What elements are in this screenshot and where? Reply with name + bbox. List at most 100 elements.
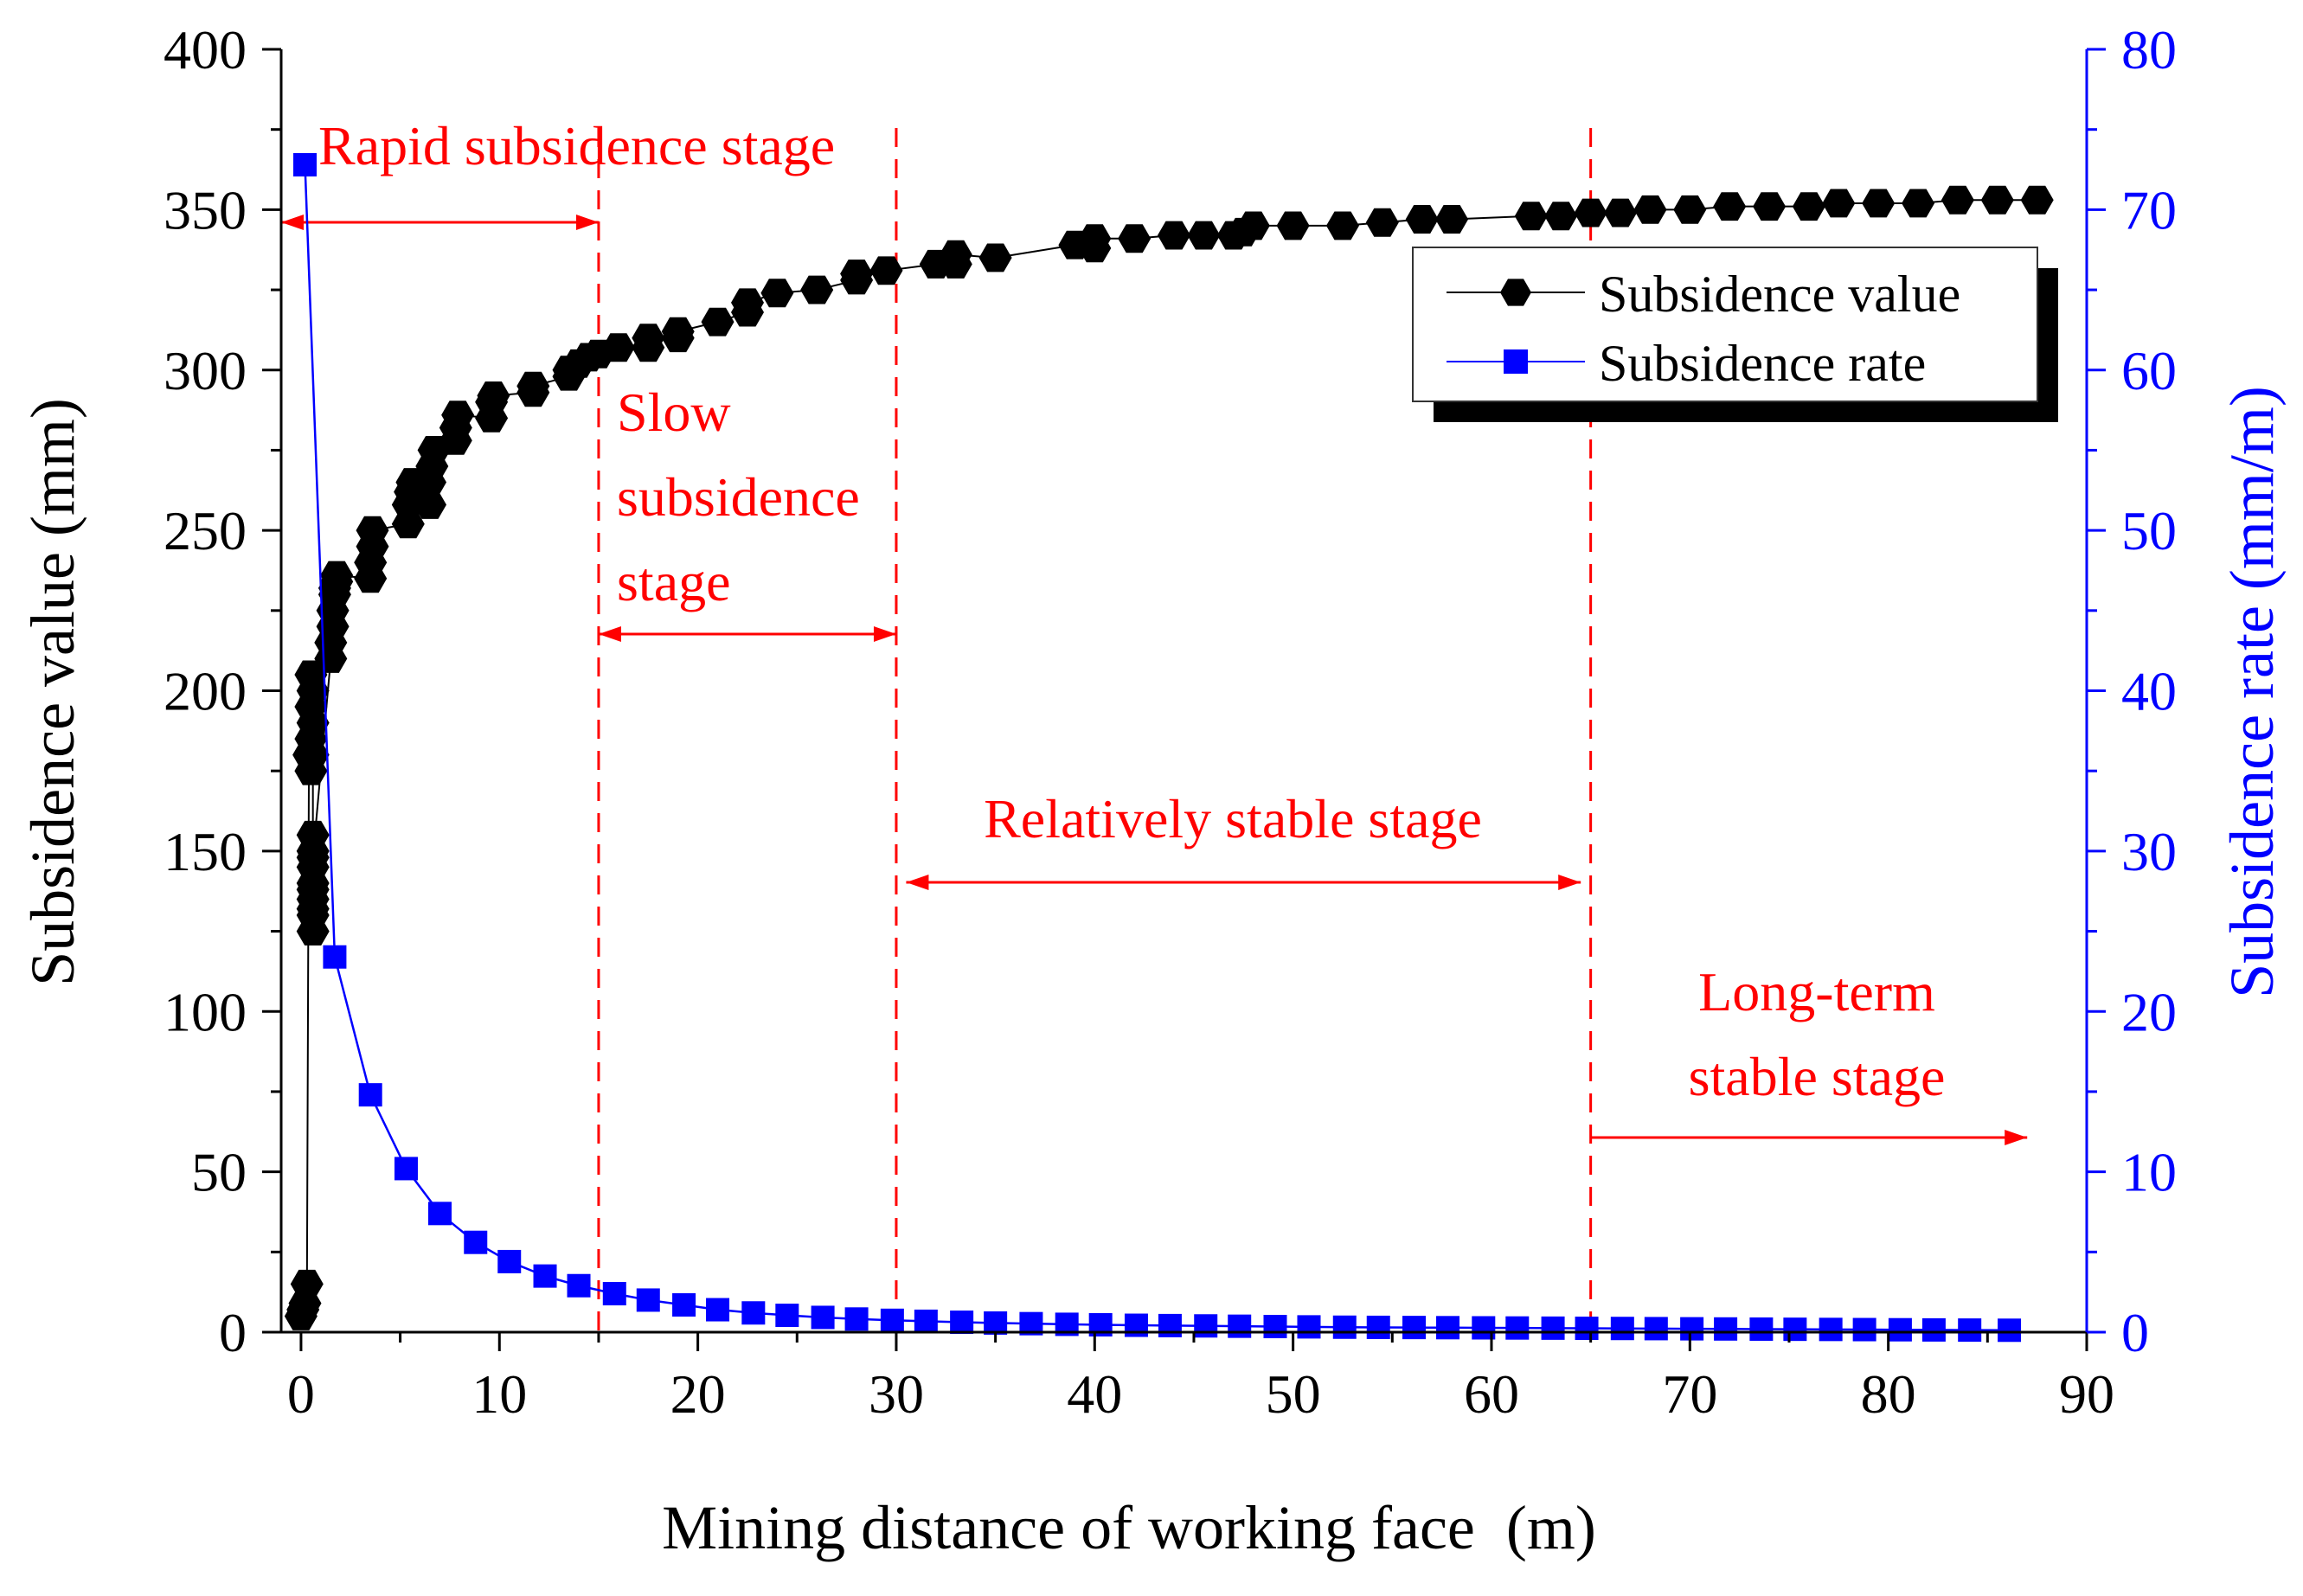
subsidence-value-point	[760, 279, 794, 308]
subsidence-value-point	[1902, 189, 1935, 218]
subsidence-rate-point	[1366, 1315, 1390, 1339]
y-left-tick-label: 200	[164, 661, 247, 722]
subsidence-value-point	[1326, 211, 1359, 240]
subsidence-rate-point	[1680, 1317, 1704, 1341]
y-right-tick-label: 40	[2121, 661, 2177, 722]
subsidence-value-point	[296, 740, 330, 770]
subsidence-rate-point	[984, 1311, 1008, 1335]
y-left-tick-label: 0	[219, 1302, 247, 1363]
y-right-tick-label: 60	[2121, 340, 2177, 401]
annotation-text-slow: stage	[617, 551, 731, 612]
subsidence-value-point	[869, 256, 903, 285]
x-tick-label: 50	[1266, 1363, 1321, 1425]
axes: 0 10 20 30 40 50 60 70 80 90050100150200250300350…	[164, 19, 2177, 1425]
subsidence-value-point	[1078, 224, 1112, 253]
subsidence-value-point	[296, 875, 330, 904]
legend-marker-square	[1504, 349, 1528, 374]
annotation-arrowhead	[1558, 875, 1581, 890]
subsidence-rate-point	[464, 1230, 488, 1254]
y-left-tick-label: 250	[164, 500, 247, 561]
subsidence-rate-series	[293, 152, 2022, 1343]
annotation-text-longterm: Long-term	[1698, 961, 1935, 1022]
y-right-tick-label: 0	[2121, 1302, 2149, 1363]
subsidence-value-point	[356, 516, 389, 545]
subsidence-rate-point	[741, 1301, 766, 1325]
subsidence-rate-point	[427, 1202, 452, 1226]
y-left-tick-label: 400	[164, 19, 247, 80]
subsidence-rate-point	[1505, 1316, 1530, 1340]
y-left-tick-label: 150	[164, 821, 247, 882]
subsidence-rate-point	[1749, 1317, 1774, 1341]
annotation-text-rapid: Rapid subsidence stage	[318, 115, 835, 176]
y-right-tick-label: 20	[2121, 981, 2177, 1042]
x-tick-label: 80	[1861, 1363, 1916, 1425]
y-left-tick-label: 100	[164, 981, 247, 1042]
subsidence-rate-point	[1998, 1318, 2022, 1343]
x-tick-label: 30	[869, 1363, 924, 1425]
subsidence-value-point	[296, 843, 330, 872]
subsidence-value-point	[1673, 195, 1707, 224]
legend: Subsidence value Subsidence rate	[1412, 247, 2058, 422]
subsidence-rate-point	[1852, 1317, 1876, 1342]
subsidence-rate-point	[672, 1292, 696, 1317]
subsidence-value-point	[516, 371, 550, 401]
subsidence-value-point	[1822, 189, 1856, 218]
subsidence-rate-point	[1402, 1316, 1427, 1340]
subsidence-value-point	[1514, 202, 1548, 231]
subsidence-rate-point	[1297, 1315, 1321, 1339]
subsidence-value-point	[1753, 192, 1787, 221]
subsidence-rate-point	[880, 1308, 904, 1332]
subsidence-value-point	[1158, 221, 1190, 250]
y-right-tick-label: 50	[2121, 500, 2177, 561]
subsidence-value-point	[477, 381, 510, 410]
annotation-arrowhead	[575, 215, 599, 230]
subsidence-value-point	[1941, 185, 1974, 215]
y-axis-right-label: Subsidence rate (mm/m)	[2217, 386, 2287, 998]
y-left-tick-label: 50	[191, 1142, 247, 1203]
subsidence-value-point	[1187, 221, 1221, 250]
subsidence-rate-point	[914, 1309, 938, 1333]
subsidence-rate-point	[1921, 1317, 1946, 1342]
subsidence-rate-point	[323, 945, 347, 969]
subsidence-value-point	[661, 317, 695, 346]
subsidence-value-point	[1713, 192, 1747, 221]
x-tick-label: 90	[2059, 1363, 2114, 1425]
subsidence-value-point	[290, 1269, 324, 1298]
subsidence-value-point	[1405, 205, 1439, 234]
subsidence-rate-point	[1644, 1317, 1668, 1341]
subsidence-rate-point	[1228, 1314, 1252, 1338]
subsidence-rate-point	[358, 1083, 382, 1107]
annotation-text-longterm: stable stage	[1689, 1046, 1946, 1107]
subsidence-value-point	[1792, 192, 1825, 221]
annotation-arrowhead	[598, 626, 621, 642]
y-left-tick-label: 350	[164, 179, 247, 240]
subsidence-rate-point	[293, 152, 318, 176]
subsidence-value-point	[731, 288, 764, 317]
subsidence-rate-point	[1714, 1317, 1738, 1341]
annotation-text-slow: Slow	[617, 381, 731, 443]
subsidence-value-point	[1365, 208, 1399, 237]
y-right-tick-label: 70	[2121, 179, 2177, 240]
subsidence-rate-point	[811, 1305, 835, 1330]
x-tick-label: 0	[287, 1363, 315, 1425]
subsidence-value-point	[1236, 211, 1270, 240]
subsidence-value-point	[1118, 224, 1152, 253]
subsidence-value-point	[800, 275, 834, 304]
subsidence-rate-point	[1541, 1316, 1565, 1340]
stage-annotations: Rapid subsidence stage Slow subsidence stag…	[281, 115, 2028, 1332]
subsidence-value-point	[1435, 205, 1469, 234]
annotation-arrowhead	[2005, 1130, 2028, 1145]
subsidence-value-point	[601, 333, 635, 362]
subsidence-value-point	[1544, 202, 1578, 231]
subsidence-rate-point	[1263, 1315, 1287, 1339]
subsidence-rate-point	[844, 1307, 869, 1331]
subsidence-rate-point	[394, 1157, 418, 1181]
x-tick-label: 40	[1067, 1363, 1122, 1425]
subsidence-value-point	[1980, 185, 2014, 215]
subsidence-value-point	[296, 708, 330, 737]
subsidence-rate-point	[602, 1282, 626, 1306]
x-tick-label: 20	[670, 1363, 726, 1425]
annotation-arrowhead	[906, 875, 929, 890]
